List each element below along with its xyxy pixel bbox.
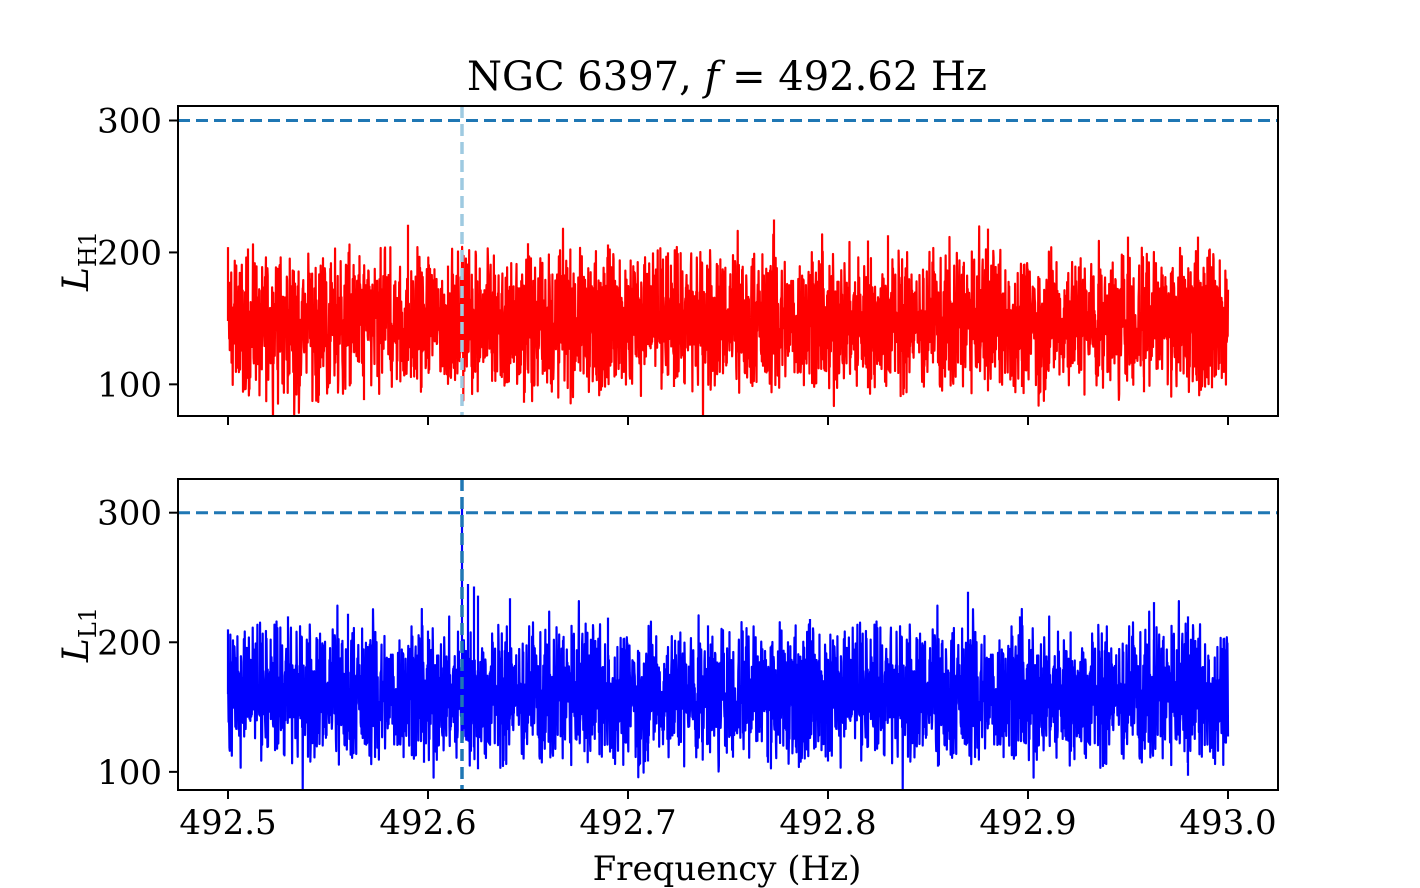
panels: 100 200 300 LH1 100 200 300 492.5 492.6 492.7 492.… — [56, 102, 1279, 843]
x-tick-label: 492.5 — [179, 803, 276, 843]
x-tick-label: 493.0 — [1179, 803, 1276, 843]
panel-l1: 100 200 300 492.5 492.6 492.7 492.8 492.9 493.0 L… — [56, 478, 1279, 843]
axes-frame — [177, 105, 1279, 417]
series-l1 — [226, 499, 1230, 790]
x-tick-label: 492.9 — [979, 803, 1076, 843]
y-tick-label: 300 — [97, 494, 162, 534]
y-tick-label: 200 — [97, 233, 162, 273]
x-tick-label: 492.6 — [379, 803, 476, 843]
x-axis-label: Frequency (Hz) — [593, 849, 862, 888]
panel-h1: 100 200 300 LH1 — [56, 102, 1279, 425]
axes-frame — [177, 478, 1279, 791]
x-tick-label: 492.7 — [579, 803, 676, 843]
x-tick-label: 492.8 — [779, 803, 876, 843]
series-h1 — [226, 219, 1230, 416]
y-tick-label: 300 — [97, 102, 162, 142]
y-axis-label: LL1 — [56, 607, 102, 663]
y-axis-label: LH1 — [56, 231, 102, 292]
y-tick-label: 200 — [97, 623, 162, 663]
y-tick-label: 100 — [97, 365, 162, 405]
y-tick-label: 100 — [97, 753, 162, 793]
chart-title: NGC 6397, f = 492.62 Hz — [467, 54, 987, 100]
